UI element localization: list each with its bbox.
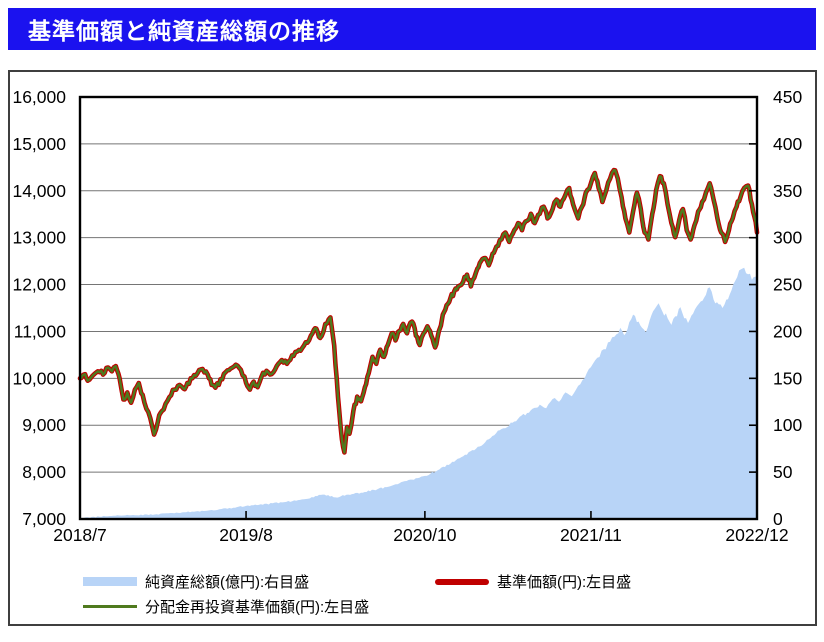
right-axis-label: 250 xyxy=(773,275,802,295)
net-assets-area xyxy=(80,267,757,519)
legend-item-reinvested-nav: 分配金再投資基準価額(円):左目盛 xyxy=(83,596,369,617)
plot-frame xyxy=(78,95,759,521)
reinvested-nav-line xyxy=(78,168,759,454)
right-axis-label: 400 xyxy=(773,134,802,154)
legend-label-net-assets: 純資産総額(億円):右目盛 xyxy=(145,574,310,591)
legend-label-reinvested-nav: 分配金再投資基準価額(円):左目盛 xyxy=(145,599,370,616)
legend-item-nav: 基準価額(円):左目盛 xyxy=(435,571,631,592)
right-axis-label: 100 xyxy=(773,415,802,435)
chart-panel: 16,000 15,000 14,000 13,000 12,000 11,000 10,0… xyxy=(8,70,817,626)
left-axis-label: 7,000 xyxy=(22,509,66,529)
nav-line-swatch-icon xyxy=(435,578,489,585)
left-axis-label: 8,000 xyxy=(22,462,66,482)
right-axis-label: 300 xyxy=(773,228,802,248)
left-axis-label: 16,000 xyxy=(12,87,66,107)
left-axis-label: 10,000 xyxy=(12,368,66,388)
legend-label-nav: 基準価額(円):左目盛 xyxy=(497,574,632,591)
x-axis-label: 2021/11 xyxy=(560,525,622,545)
right-axis-label: 0 xyxy=(773,509,783,529)
right-axis-label: 450 xyxy=(773,87,802,107)
right-axis-label: 150 xyxy=(773,368,802,388)
x-axis-label: 2018/7 xyxy=(53,525,107,545)
left-axis-label: 13,000 xyxy=(12,228,66,248)
right-axis-label: 350 xyxy=(773,181,802,201)
net-assets-swatch-icon xyxy=(83,577,137,586)
right-axis-label: 200 xyxy=(773,321,802,341)
chart-canvas: 16,000 15,000 14,000 13,000 12,000 11,000 10,0… xyxy=(12,87,802,545)
right-axis-label: 50 xyxy=(773,462,793,482)
left-axis-label: 9,000 xyxy=(22,415,66,435)
x-axis-label: 2022/12 xyxy=(725,525,788,545)
title-bar: 基準価額と純資産総額の推移 xyxy=(8,8,816,50)
x-axis-label: 2019/8 xyxy=(219,525,273,545)
page-title: 基準価額と純資産総額の推移 xyxy=(28,18,340,44)
left-axis-label: 15,000 xyxy=(12,134,66,154)
x-axis-label: 2020/10 xyxy=(393,525,457,545)
legend-item-net-assets: 純資産総額(億円):右目盛 xyxy=(83,571,309,592)
left-axis-label: 12,000 xyxy=(12,275,66,295)
reinvested-nav-swatch-icon xyxy=(83,605,137,608)
left-axis-label: 14,000 xyxy=(12,181,66,201)
left-axis-label: 11,000 xyxy=(14,321,66,341)
